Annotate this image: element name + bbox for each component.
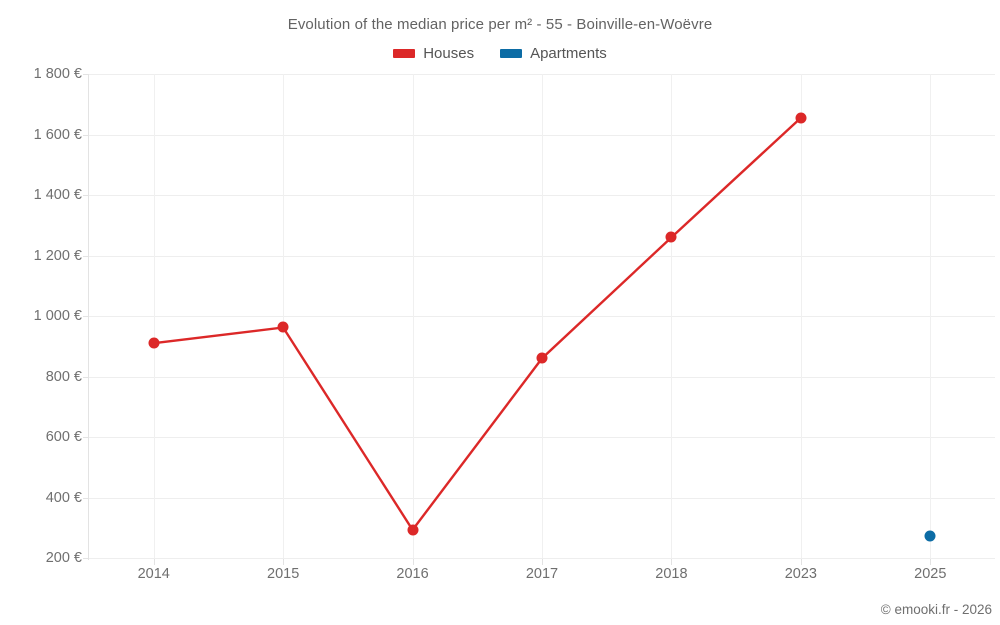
x-tick-mark bbox=[800, 559, 802, 565]
series-lines bbox=[153, 116, 802, 532]
gridlines bbox=[89, 74, 995, 559]
y-tick-label: 1 400 € bbox=[33, 187, 82, 203]
y-tick-mark bbox=[83, 437, 89, 438]
line-swatch-icon-houses bbox=[393, 49, 416, 58]
legend-item-apartments[interactable]: Apartments bbox=[500, 45, 607, 62]
x-tick-mark bbox=[412, 559, 414, 565]
x-tick-label: 2016 bbox=[396, 566, 429, 582]
x-tick-label: 2023 bbox=[784, 566, 817, 582]
gridline-vertical bbox=[800, 74, 802, 558]
x-tick-mark bbox=[671, 559, 673, 565]
chart-title: Evolution of the median price per m² - 5… bbox=[287, 16, 713, 33]
data-point-houses-2023[interactable] bbox=[795, 112, 807, 124]
y-tick-label: 800 € bbox=[45, 368, 82, 385]
y-tick-mark bbox=[83, 195, 89, 196]
gridline-vertical bbox=[542, 74, 543, 558]
y-tick-label: 200 € bbox=[45, 550, 82, 566]
y-axis: 200 € 400 € 600 € 800 € 1 000 € 1 200 € 1 400 … bbox=[0, 0, 82, 625]
legend-item-houses[interactable]: Houses bbox=[393, 45, 474, 62]
x-tick-label: 2018 bbox=[655, 566, 688, 582]
y-tick-mark bbox=[83, 134, 89, 136]
data-point-houses-2018[interactable] bbox=[665, 231, 677, 243]
x-tick-mark bbox=[153, 559, 155, 565]
series-line-houses bbox=[153, 116, 802, 532]
legend-label-houses: Houses bbox=[423, 45, 475, 62]
gridline-horizontal bbox=[89, 558, 995, 559]
x-tick-mark bbox=[542, 559, 543, 565]
x-tick-label: 2014 bbox=[137, 566, 170, 582]
gridline-vertical bbox=[153, 74, 155, 558]
data-point-houses-2014[interactable] bbox=[148, 337, 160, 349]
y-tick-label: 1 000 € bbox=[33, 308, 82, 324]
y-tick-mark bbox=[83, 74, 89, 75]
data-point-houses-2015[interactable] bbox=[277, 321, 289, 333]
line-swatch-icon-apartments bbox=[500, 49, 523, 58]
data-point-houses-2017[interactable] bbox=[536, 352, 548, 364]
x-tick-label: 2017 bbox=[525, 566, 559, 582]
x-tick-mark bbox=[283, 559, 285, 565]
y-axis-line bbox=[88, 74, 89, 560]
x-tick-label: 2025 bbox=[914, 566, 947, 582]
y-tick-label: 1 800 € bbox=[33, 66, 82, 82]
y-tick-mark bbox=[83, 255, 89, 257]
data-point-apartments-2025[interactable] bbox=[924, 530, 936, 542]
plot-area bbox=[89, 74, 995, 559]
chart-footer-credit: © emooki.fr - 2026 bbox=[880, 602, 992, 617]
gridline-vertical bbox=[283, 74, 285, 558]
y-tick-mark bbox=[83, 558, 89, 559]
series-layer bbox=[89, 74, 995, 558]
legend-label-apartments: Apartments bbox=[530, 45, 607, 62]
y-tick-mark bbox=[83, 376, 89, 378]
x-tick-mark bbox=[930, 559, 932, 565]
gridline-vertical bbox=[671, 74, 673, 558]
y-tick-mark bbox=[83, 316, 89, 317]
y-tick-label: 1 200 € bbox=[33, 247, 82, 264]
y-tick-label: 600 € bbox=[45, 429, 82, 445]
chart-legend: Houses Apartments bbox=[0, 45, 1000, 62]
y-tick-mark bbox=[83, 497, 89, 499]
x-tick-label: 2015 bbox=[267, 566, 300, 582]
x-axis: 2014 2015 2016 2017 2018 2023 2025 bbox=[89, 566, 995, 590]
data-point-houses-2016[interactable] bbox=[407, 524, 419, 536]
gridline-vertical bbox=[930, 74, 932, 558]
y-tick-label: 1 600 € bbox=[33, 126, 82, 143]
gridline-vertical bbox=[412, 74, 414, 558]
y-tick-label: 400 € bbox=[45, 489, 82, 506]
